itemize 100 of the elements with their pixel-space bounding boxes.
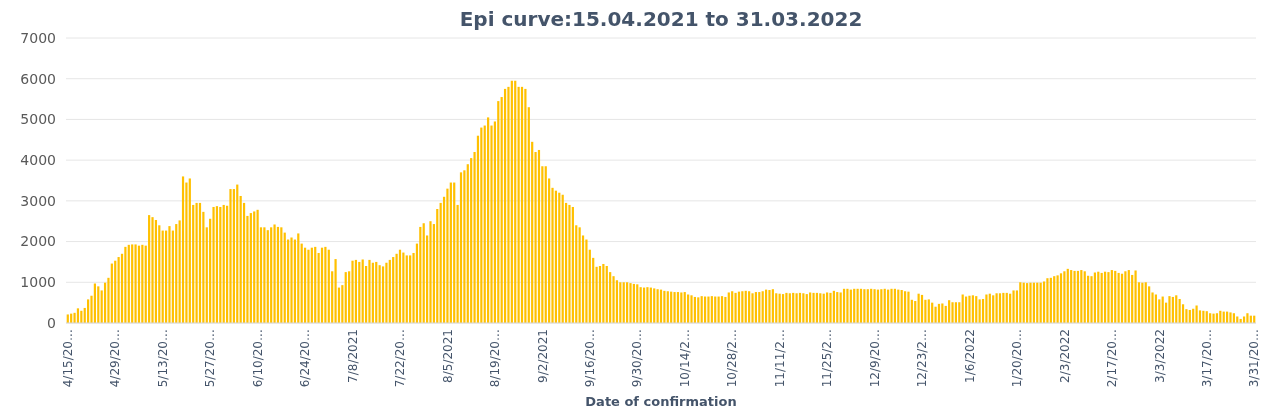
bar — [436, 209, 439, 323]
bar — [571, 206, 574, 323]
x-tick-label: 9/16/20… — [583, 329, 598, 388]
bar — [453, 182, 456, 323]
y-tick-label: 4000 — [20, 152, 56, 169]
bar — [449, 182, 452, 323]
bar — [131, 244, 134, 323]
x-tick-label: 7/22/20… — [393, 329, 408, 388]
bar — [422, 223, 425, 323]
x-tick-label: 9/30/20… — [630, 329, 645, 388]
bar — [487, 117, 490, 323]
bar — [249, 213, 252, 323]
bar — [151, 217, 154, 323]
x-tick-label: 9/2/2021 — [535, 329, 550, 383]
bar — [198, 202, 202, 323]
bar — [561, 194, 564, 323]
bar — [276, 226, 280, 323]
bar — [409, 255, 412, 323]
bar — [510, 80, 513, 323]
bar — [395, 253, 398, 323]
bar — [585, 239, 588, 323]
bar — [317, 252, 320, 323]
bar — [578, 227, 581, 323]
bar — [270, 227, 273, 323]
bar — [463, 170, 466, 323]
y-tick-label: 2000 — [20, 233, 56, 250]
bar — [215, 206, 219, 323]
y-tick-label: 0 — [47, 314, 56, 331]
x-tick-label: 4/15/20… — [60, 329, 75, 388]
x-tick-label: 2/17/20… — [1105, 329, 1120, 388]
bar — [514, 80, 517, 323]
x-axis-title: Date of confirmation — [585, 394, 737, 409]
bar — [280, 227, 283, 323]
bar — [727, 292, 730, 323]
bar — [520, 86, 524, 323]
x-tick-label: 6/24/20… — [298, 329, 313, 388]
x-tick-label: 1/20/20… — [1010, 329, 1025, 388]
x-tick-label: 10/14/2… — [677, 329, 692, 388]
bar — [222, 204, 225, 323]
y-tick-label: 6000 — [20, 70, 56, 87]
bar — [181, 176, 185, 323]
bar — [934, 306, 937, 323]
bar — [378, 265, 381, 323]
x-tick-label: 5/13/20… — [155, 329, 170, 388]
bar — [273, 224, 276, 323]
bar — [537, 149, 541, 323]
bar — [134, 244, 137, 323]
bar — [554, 190, 558, 323]
bar — [524, 88, 527, 323]
bar — [124, 246, 127, 323]
y-tick-label: 5000 — [20, 111, 56, 128]
bar — [517, 86, 520, 323]
x-tick-label: 5/27/20… — [203, 329, 218, 388]
bar — [229, 189, 232, 323]
bar — [148, 215, 151, 323]
x-tick-label: 8/5/2021 — [440, 329, 455, 383]
bar — [154, 219, 158, 323]
x-tick-label: 7/8/2021 — [345, 329, 360, 383]
x-tick-label: 2/3/2022 — [1057, 329, 1072, 383]
bar — [724, 296, 727, 323]
x-tick-label: 4/29/20… — [108, 329, 123, 388]
bar — [419, 226, 422, 323]
x-tick-label: 11/25/2… — [820, 329, 835, 388]
bar — [232, 189, 235, 323]
bar — [253, 211, 256, 323]
x-tick-label: 3/17/20… — [1199, 329, 1214, 388]
bar — [297, 233, 300, 323]
bar — [392, 257, 395, 323]
bar — [381, 266, 385, 323]
bar — [497, 101, 500, 323]
bar — [1059, 273, 1063, 323]
y-tick-label: 7000 — [20, 29, 56, 46]
bar — [612, 276, 615, 323]
bar — [459, 172, 463, 323]
bar — [544, 166, 547, 323]
x-tick-label: 10/28/2… — [725, 329, 740, 388]
x-tick-label: 8/19/20… — [488, 329, 503, 388]
bar — [127, 244, 130, 323]
bar — [558, 192, 561, 323]
bar — [809, 292, 812, 323]
bar — [188, 178, 191, 323]
chart-title: Epi curve:15.04.2021 to 31.03.2022 — [459, 7, 863, 31]
x-tick-label: 3/3/2022 — [1152, 329, 1167, 383]
bar — [168, 226, 171, 323]
x-tick-label: 12/9/20… — [867, 329, 882, 388]
bar — [239, 195, 242, 323]
x-tick-label: 12/23/2… — [915, 329, 930, 388]
bar — [480, 127, 483, 323]
x-tick-label: 6/10/20… — [250, 329, 265, 388]
x-tick-label: 11/11/2… — [772, 329, 787, 388]
bar — [195, 202, 198, 323]
bar — [175, 224, 178, 323]
bar — [236, 184, 239, 323]
bar — [907, 291, 910, 323]
bar — [812, 292, 815, 323]
bar — [256, 209, 259, 323]
bar — [212, 206, 215, 323]
bar — [568, 204, 571, 323]
bar — [429, 221, 432, 323]
bar — [1134, 270, 1137, 323]
